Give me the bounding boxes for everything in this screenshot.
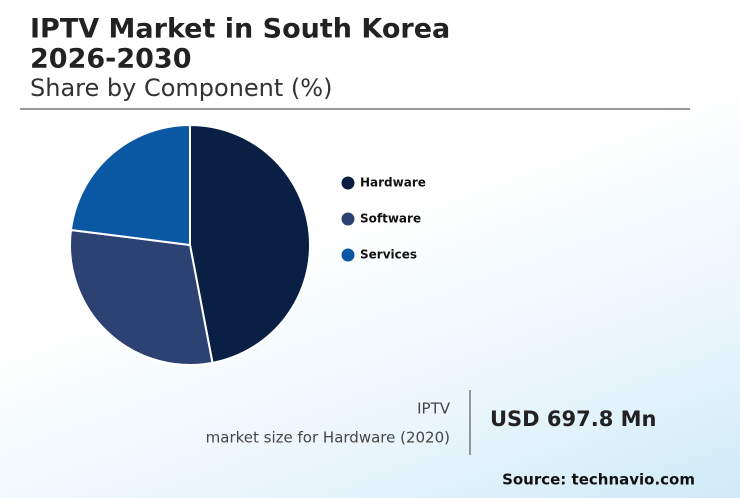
legend-label: Services bbox=[360, 248, 417, 262]
chart-title: 2026-2030 bbox=[30, 44, 192, 75]
legend-label: Software bbox=[360, 212, 421, 226]
highlight-value: USD 697.8 Mn bbox=[490, 407, 657, 431]
chart-title: IPTV Market in South Korea bbox=[30, 14, 450, 45]
pie-slice bbox=[69, 123, 191, 247]
legend-label: Hardware bbox=[360, 176, 426, 190]
pie-slice bbox=[69, 228, 214, 366]
note-label: market size for Hardware (2020) bbox=[206, 429, 450, 447]
legend-marker bbox=[341, 176, 355, 190]
chart-subtitle: Share by Component (%) bbox=[30, 74, 332, 102]
legend-marker bbox=[341, 212, 355, 226]
source: Source: technavio.com bbox=[502, 471, 695, 489]
pie-slice bbox=[189, 123, 311, 365]
note-label: IPTV bbox=[417, 400, 451, 418]
legend-marker bbox=[341, 248, 355, 262]
